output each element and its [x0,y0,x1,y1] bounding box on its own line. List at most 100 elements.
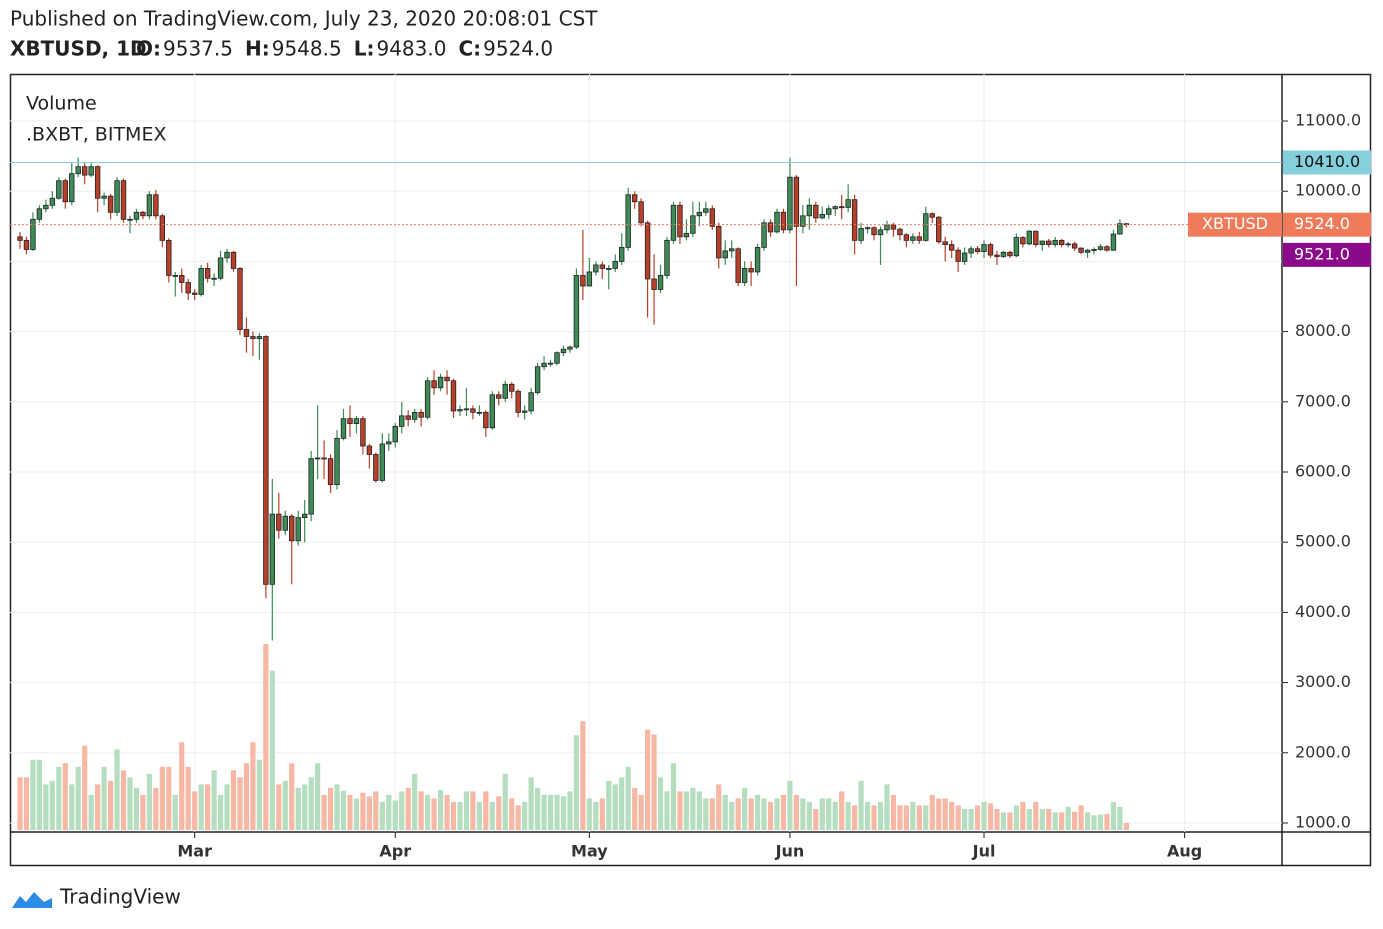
candle-body [696,211,703,217]
ohlc-value: 9483.0 [376,37,446,61]
y-tick-label: 6000.0 [1295,462,1351,481]
volume-bar [580,721,586,830]
candle-body [560,348,567,354]
volume-bar [327,787,334,830]
volume-bar [748,798,754,830]
volume-bar [30,759,36,830]
candle-body [301,513,308,519]
y-tick-label: 2000.0 [1295,742,1351,761]
volume-bar [457,801,463,830]
candle-body [30,218,36,250]
volume-bar [858,780,864,830]
volume-bar [334,784,340,830]
volume-bar [962,808,968,830]
volume-bar [308,777,314,830]
candle-body [360,418,366,447]
candle-body [230,251,237,269]
candle-body [411,411,418,420]
candle-body [567,346,573,350]
volume-bar [153,787,159,830]
candle-body [1007,251,1013,257]
candle-body [677,204,683,238]
candle-body [851,199,858,241]
candle-body [864,227,871,230]
candle-body [729,248,735,252]
volume-bar [677,791,683,830]
candle-body [599,264,605,269]
volume-bar [36,759,43,830]
candle-body [683,232,690,238]
volume-bar [450,801,457,830]
volume-bar [62,763,68,830]
candle-body [709,208,715,227]
volume-bar [1110,801,1117,830]
volume-bar [703,798,709,830]
volume-bar [1117,806,1123,830]
candle-body [140,211,146,217]
volume-bar [217,794,224,830]
candle-body [735,248,741,283]
candle-body [1026,230,1033,245]
volume-bar [767,801,774,830]
candle-body [185,282,191,294]
volume-bar [535,787,541,830]
volume-bar [295,787,301,830]
volume-bar [742,787,748,830]
volume-bar [1033,801,1039,830]
candle-body [405,415,411,420]
volume-bar [729,801,735,830]
candle-body [625,194,631,248]
volume-bar [696,791,702,830]
candle-body [75,166,81,175]
volume-bar [800,798,806,830]
candle-body [845,199,851,208]
candle-body [838,206,845,209]
candle-body [741,268,748,283]
volume-bar [974,805,981,830]
volume-bar [560,796,567,830]
volume-bar [774,798,780,830]
candle-body [528,392,534,412]
volume-bar [166,766,172,830]
candle-body [826,208,832,215]
volume-bar [192,791,198,830]
grid [10,74,1282,832]
candle-body [547,362,554,365]
candle-body [269,513,276,585]
volume-bar [638,794,644,830]
volume-bar [211,770,217,830]
volume-bar [787,780,793,830]
candle-body [153,194,159,217]
volume-bar [942,798,948,830]
candle-body [664,239,670,276]
candle-body [308,458,314,515]
volume-bar [146,773,152,830]
volume-bar [664,791,670,830]
candle-body [1000,251,1007,257]
volume-bar [1039,808,1045,830]
candle-body [62,180,68,203]
candle-body [321,457,327,460]
volume-bar [651,734,657,830]
candle-body [263,336,269,585]
candle-body [644,222,651,280]
plot [17,157,1130,641]
volume-bar [172,794,178,830]
candle-body [1084,249,1091,253]
volume-bar [43,784,49,830]
volume-bar [412,773,418,830]
candle-body [334,437,340,486]
volume-bar [107,780,114,830]
volume-bar [819,798,825,830]
volume-bar [1104,813,1110,830]
candle-body [120,180,127,220]
volume-bar [632,787,638,830]
price-tag [1283,242,1371,267]
candle-body [670,204,677,241]
volume-bar [586,798,592,830]
candle-body [793,176,800,227]
candle-body [1065,243,1071,246]
volume-bar [619,777,625,830]
volume-bar [852,805,858,830]
